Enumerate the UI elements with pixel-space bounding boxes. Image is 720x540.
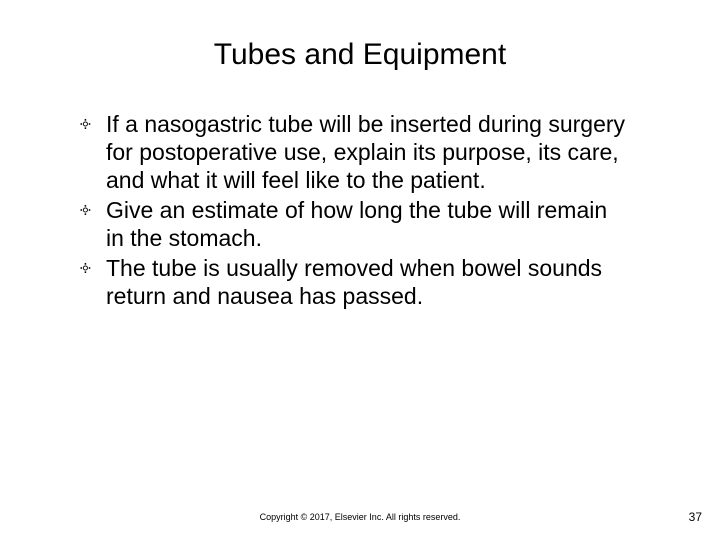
bullet-text: Give an estimate of how long the tube wi… bbox=[106, 196, 630, 252]
bullet-text: If a nasogastric tube will be inserted d… bbox=[106, 110, 630, 194]
list-item: ༓ If a nasogastric tube will be inserted… bbox=[80, 110, 630, 194]
slide-title: Tubes and Equipment bbox=[50, 38, 670, 72]
list-item: ༓ The tube is usually removed when bowel… bbox=[80, 254, 630, 310]
copyright-footer: Copyright © 2017, Elsevier Inc. All righ… bbox=[0, 512, 720, 522]
page-number: 37 bbox=[689, 510, 702, 524]
bullet-icon: ༓ bbox=[80, 196, 106, 224]
bullet-text: The tube is usually removed when bowel s… bbox=[106, 254, 630, 310]
bullet-list: ༓ If a nasogastric tube will be inserted… bbox=[50, 110, 670, 310]
bullet-icon: ༓ bbox=[80, 110, 106, 138]
slide-container: Tubes and Equipment ༓ If a nasogastric t… bbox=[0, 0, 720, 540]
list-item: ༓ Give an estimate of how long the tube … bbox=[80, 196, 630, 252]
bullet-icon: ༓ bbox=[80, 254, 106, 282]
